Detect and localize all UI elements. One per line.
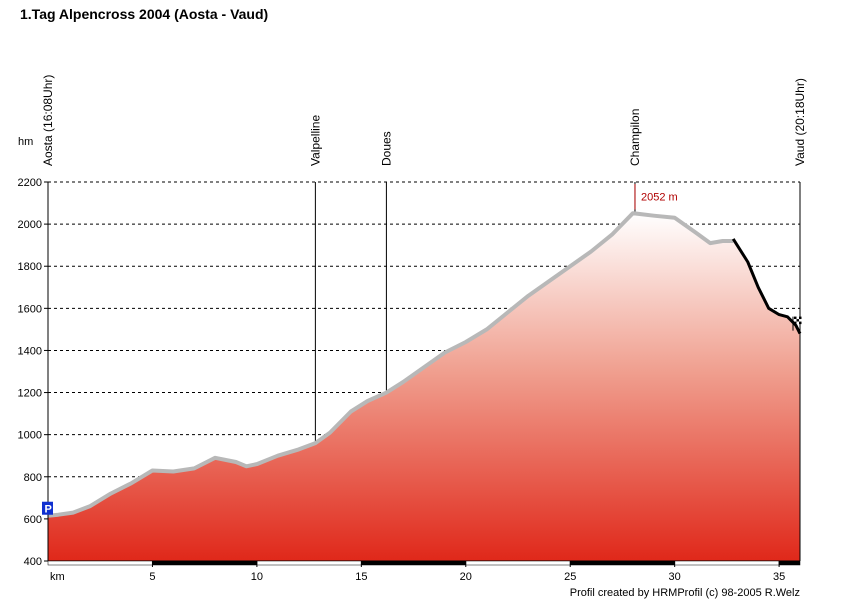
waypoint-label: Doues	[379, 131, 393, 166]
start-marker-letter: P	[45, 504, 52, 516]
waypoint-label: Champilon	[628, 109, 642, 166]
x-tick-label: 15	[355, 571, 367, 583]
km-bar-segment	[778, 560, 801, 566]
y-tick-label: 2200	[18, 177, 42, 189]
flag-square	[796, 321, 799, 325]
flag-square	[799, 316, 802, 320]
km-bar-segment	[152, 560, 258, 566]
elevation-line-main	[47, 211, 734, 518]
peak-label: 2052 m	[641, 191, 678, 203]
km-bar-segment	[256, 560, 362, 566]
waypoint-label: Aosta (16:08Uhr)	[41, 75, 55, 166]
waypoint-markers: Aosta (16:08Uhr) Valpelline Doues Champilon…	[41, 75, 807, 561]
flag-square	[794, 319, 797, 322]
x-tick-label: 5	[149, 571, 155, 583]
x-tick-label: 30	[669, 571, 681, 583]
flag-square	[796, 319, 799, 322]
km-bar-segment	[569, 560, 675, 566]
x-tick-label: 35	[773, 571, 785, 583]
y-tick-label: 600	[24, 514, 42, 526]
x-tick-label: 10	[251, 571, 263, 583]
y-tick-label: 1400	[18, 345, 42, 357]
checkered-flag-icon	[792, 316, 802, 331]
x-axis-label: km	[50, 571, 65, 583]
axes	[47, 182, 801, 566]
km-bar-segment	[465, 560, 571, 566]
km-bar-segment	[674, 560, 780, 566]
waypoint-label: Vaud (20:18Uhr)	[793, 78, 807, 166]
x-tick-labels: 5 10 15 20 25 30 35	[149, 561, 785, 583]
km-bar-segment	[361, 560, 467, 566]
waypoint-label: Valpelline	[308, 115, 322, 166]
y-tick-label: 2000	[18, 219, 42, 231]
x-tick-label: 20	[460, 571, 472, 583]
y-tick-label: 400	[24, 556, 42, 568]
flag-square	[794, 316, 797, 320]
flag-square	[799, 319, 802, 322]
km-bar-segment	[47, 560, 153, 566]
y-tick-label: 1200	[18, 388, 42, 400]
flag-square	[799, 321, 802, 325]
chart-title: 1.Tag Alpencross 2004 (Aosta - Vaud)	[20, 6, 268, 22]
flag-square	[796, 316, 799, 320]
y-tick-label: 1800	[18, 261, 42, 273]
flag-square	[794, 321, 797, 325]
y-tick-labels: 400 600 800 1000 1200 1400 1600 1800 2000 2200	[18, 177, 48, 568]
y-tick-label: 1000	[18, 430, 42, 442]
x-tick-label: 25	[564, 571, 576, 583]
parking-icon: P	[42, 501, 53, 516]
y-axis-label: hm	[18, 136, 33, 148]
y-tick-label: 1600	[18, 303, 42, 315]
elevation-area	[48, 213, 800, 561]
credit-text: Profil created by HRMProfil (c) 98-2005 …	[570, 587, 800, 599]
y-tick-label: 800	[24, 472, 42, 484]
